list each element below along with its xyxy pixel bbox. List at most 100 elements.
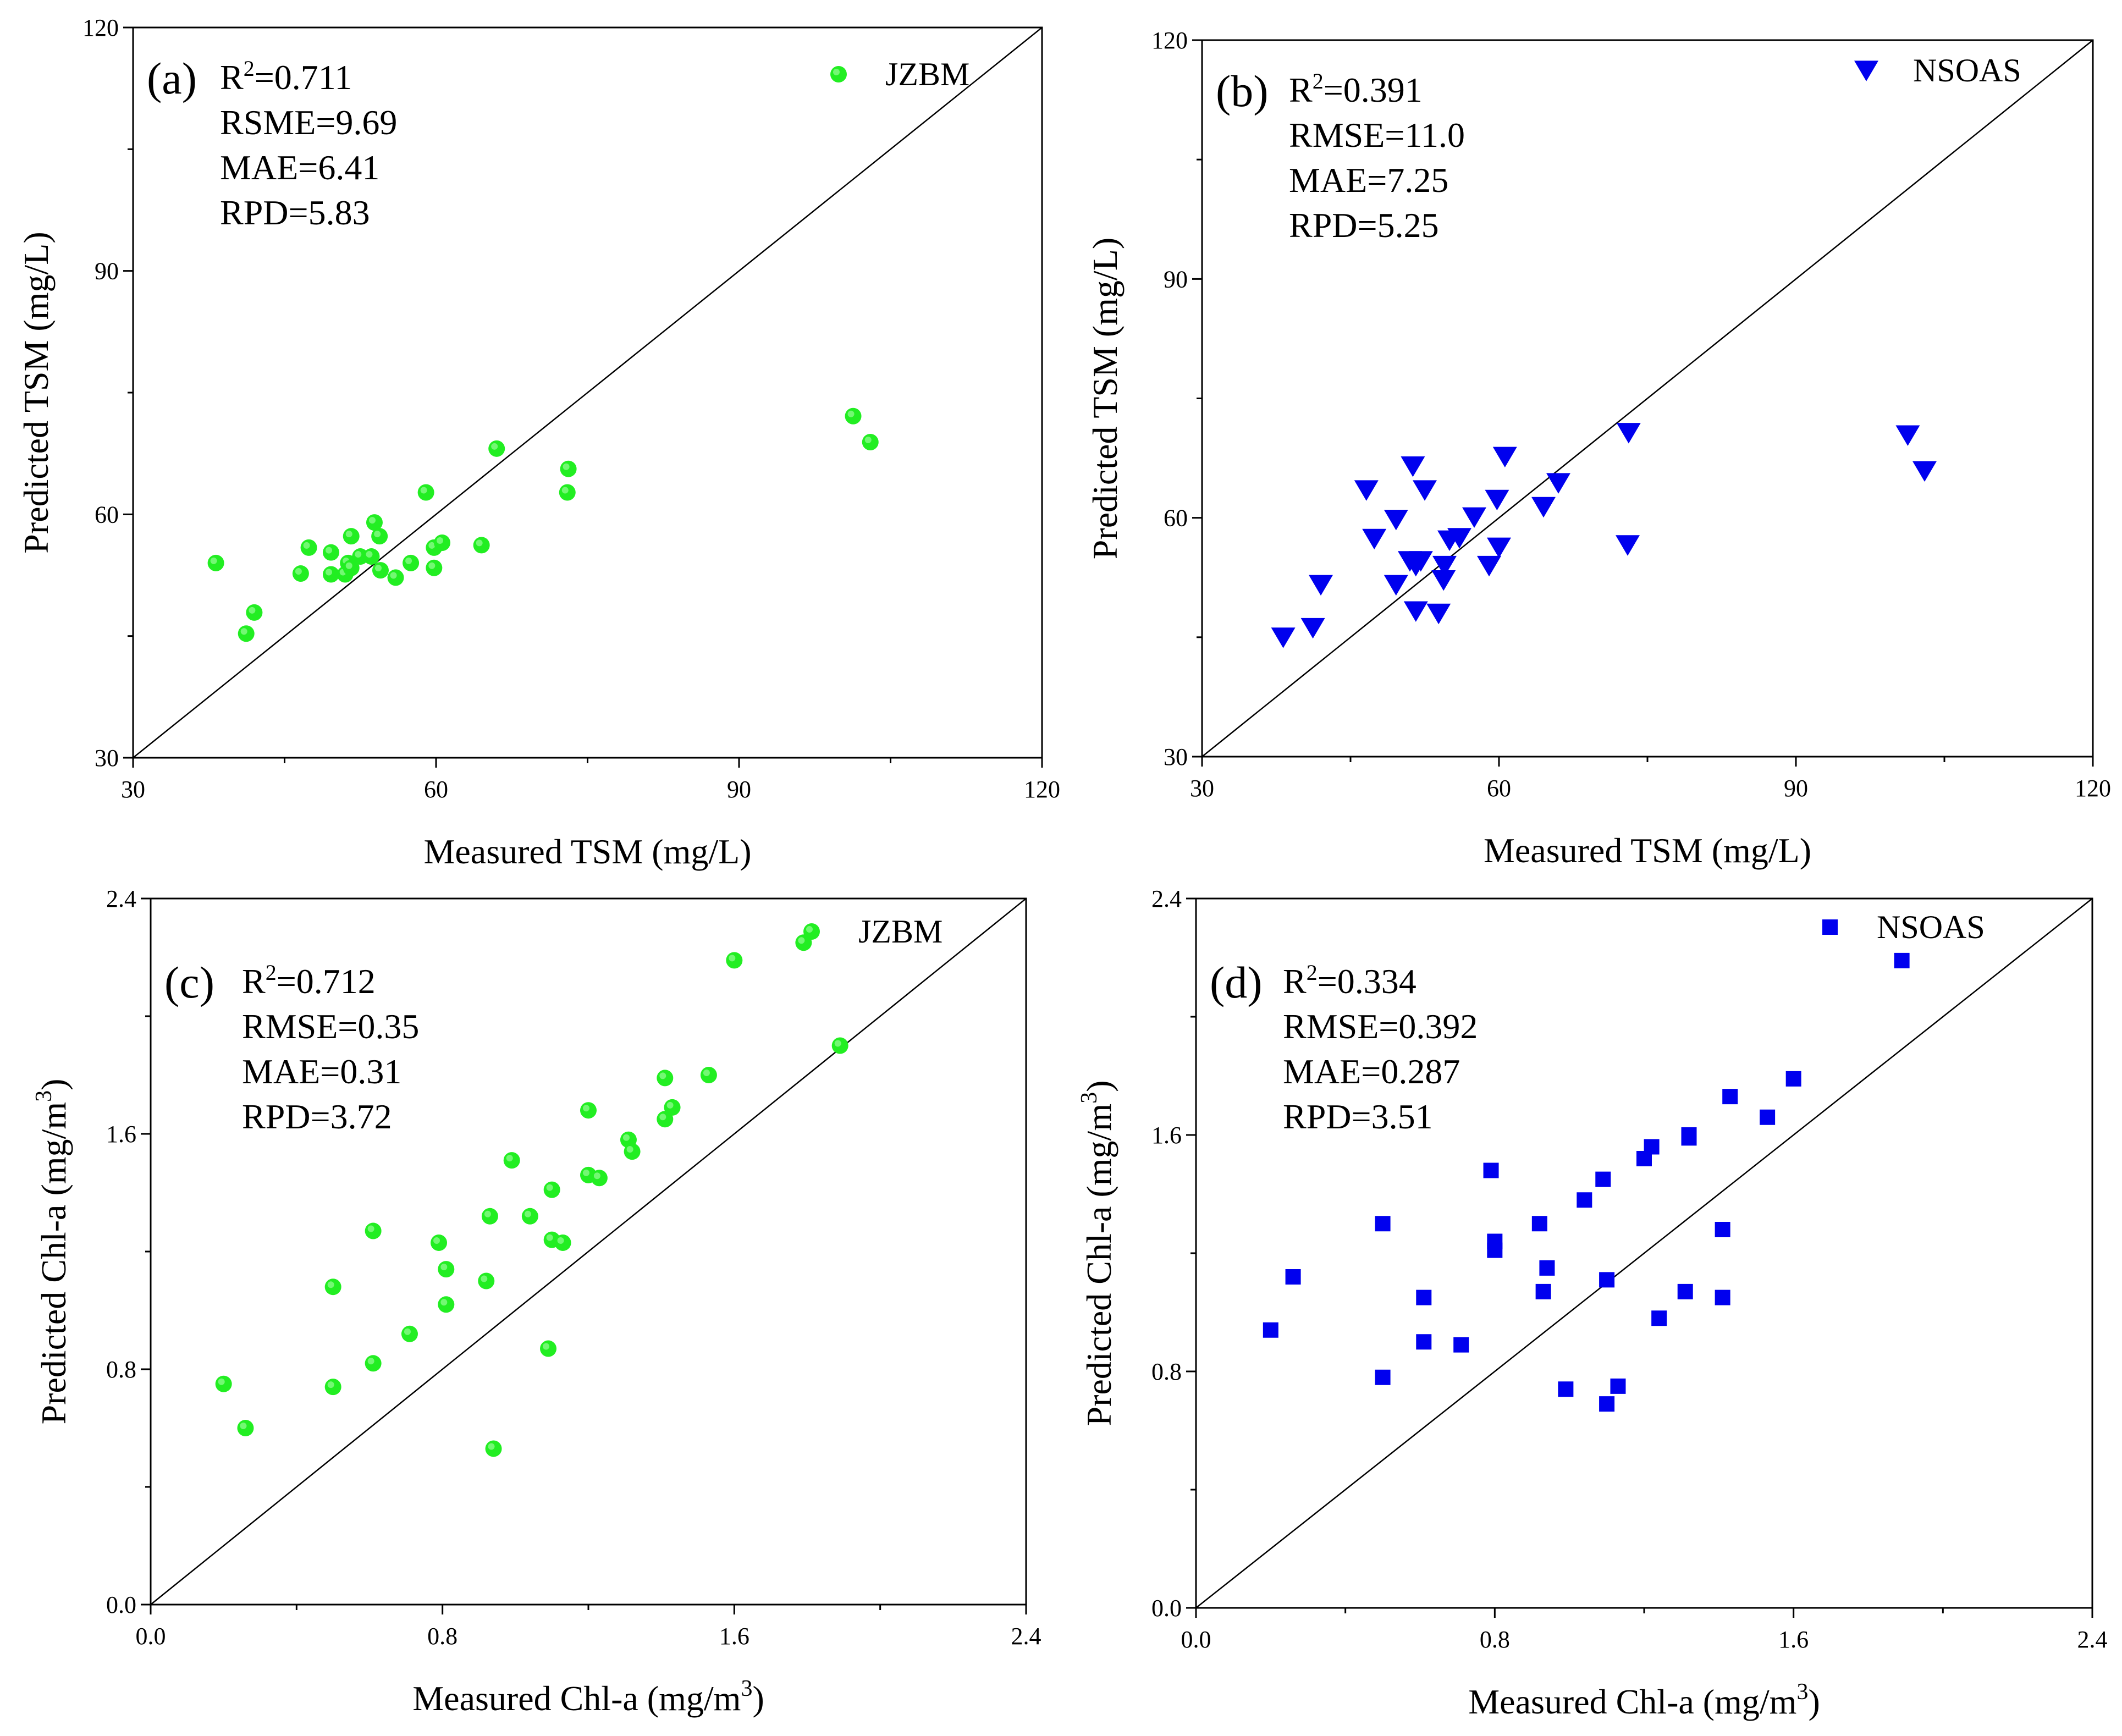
data-point <box>1616 535 1640 556</box>
data-point <box>503 1152 520 1169</box>
stat-line: MAE=0.287 <box>1283 1052 1460 1091</box>
data-point <box>238 625 255 642</box>
data-points <box>215 934 848 1457</box>
y-tick-label: 1.6 <box>1151 1122 1182 1149</box>
y-tick-label: 1.6 <box>106 1121 136 1148</box>
data-point <box>324 1379 341 1396</box>
data-point <box>1492 447 1517 467</box>
y-axis-label: Predicted Chl-a (mg/m3) <box>31 1079 73 1425</box>
data-point <box>292 565 309 582</box>
y-axis-label: Predicted Chl-a (mg/m3) <box>1077 1081 1118 1426</box>
y-tick-label: 120 <box>1151 27 1188 54</box>
data-point <box>403 554 420 571</box>
y-tick-label: 0.8 <box>106 1356 136 1383</box>
data-point <box>401 1325 418 1342</box>
panel-b: 30 60 90 120 30 60 90 120 Measured TSM (mg/L) Pre… <box>1085 27 2111 870</box>
data-point <box>1722 1089 1738 1105</box>
data-point <box>1375 1369 1391 1385</box>
data-point <box>1483 1162 1499 1178</box>
one-to-one-line <box>1201 40 2093 757</box>
data-point <box>1610 1378 1626 1394</box>
data-point <box>580 1102 597 1119</box>
data-point <box>431 1234 448 1251</box>
data-point <box>1375 1216 1391 1232</box>
data-point <box>1894 952 1910 968</box>
data-point <box>324 1278 341 1296</box>
y-tick-label: 2.4 <box>106 885 136 912</box>
data-point <box>343 528 360 545</box>
x-axis-label: Measured TSM (mg/L) <box>423 832 751 871</box>
stat-line: RPD=5.83 <box>220 193 370 232</box>
data-point <box>1644 1139 1660 1155</box>
data-point <box>1462 507 1486 528</box>
data-point <box>481 1208 498 1225</box>
data-point <box>371 528 388 545</box>
stat-line: RPD=3.51 <box>1283 1097 1433 1136</box>
stat-line: R2=0.711 <box>220 56 352 97</box>
data-point <box>1453 1337 1469 1353</box>
data-point <box>1485 489 1509 511</box>
x-tick-label: 0.8 <box>427 1623 458 1650</box>
data-point <box>1354 480 1379 501</box>
legend-label: JZBM <box>885 56 969 92</box>
stat-line: RMSE=0.392 <box>1283 1007 1478 1046</box>
data-point <box>1599 1272 1615 1288</box>
x-tick-label: 90 <box>727 776 751 803</box>
x-tick-label: 30 <box>121 776 145 803</box>
data-point <box>207 554 224 571</box>
data-point <box>1531 1216 1547 1232</box>
data-point <box>726 952 743 969</box>
data-point <box>434 534 451 551</box>
data-point <box>1785 1071 1801 1087</box>
data-point <box>657 1070 674 1087</box>
data-point <box>1531 497 1556 518</box>
stat-line: RMSE=11.0 <box>1289 115 1465 155</box>
data-point <box>554 1234 571 1251</box>
data-point <box>862 434 879 451</box>
data-point <box>372 562 389 579</box>
data-point <box>1384 509 1408 531</box>
data-point <box>365 1355 382 1372</box>
data-point <box>365 1222 382 1239</box>
data-point <box>1271 627 1296 648</box>
data-point <box>1558 1381 1574 1397</box>
data-point <box>426 559 443 576</box>
data-point <box>246 604 263 621</box>
x-tick-label: 0.0 <box>1181 1626 1211 1653</box>
data-point <box>473 537 490 554</box>
y-tick-label: 90 <box>95 258 119 285</box>
data-point <box>1895 425 1920 446</box>
data-point <box>438 1261 455 1278</box>
data-point <box>624 1143 641 1160</box>
x-tick-label: 60 <box>1487 775 1511 802</box>
data-point <box>1599 1396 1615 1412</box>
stat-line: MAE=0.31 <box>242 1052 401 1091</box>
stat-line: RMSE=0.35 <box>242 1007 419 1046</box>
data-point <box>215 1375 232 1392</box>
data-point <box>700 1067 717 1083</box>
x-tick-label: 2.4 <box>1011 1623 1041 1650</box>
x-tick-label: 120 <box>2075 775 2111 802</box>
data-point <box>543 1181 560 1198</box>
panel-label: (d) <box>1210 957 1263 1007</box>
data-point <box>1539 1260 1555 1276</box>
data-point <box>1487 1242 1503 1258</box>
x-tick-label: 0.0 <box>136 1623 166 1650</box>
data-point <box>322 544 339 561</box>
panel-d: 0.0 0.8 1.6 2.4 0.0 0.8 1.6 2.4 Measured Chl-a (… <box>1077 885 2108 1721</box>
data-point <box>438 1296 455 1313</box>
data-points <box>1263 952 1910 1412</box>
x-axis-label: Measured Chl-a (mg/m3) <box>412 1676 764 1718</box>
data-point <box>521 1208 538 1225</box>
legend-label: NSOAS <box>1913 52 2021 89</box>
x-axis-label: Measured TSM (mg/L) <box>1484 831 1811 870</box>
data-point <box>1362 528 1387 550</box>
x-tick-label: 1.6 <box>719 1623 749 1650</box>
data-point <box>1616 423 1641 444</box>
data-point <box>845 407 862 425</box>
y-tick-label: 0.0 <box>106 1591 136 1618</box>
stat-line: R2=0.391 <box>1289 69 1423 109</box>
stat-line: RSME=9.69 <box>220 103 397 142</box>
data-point <box>559 484 576 501</box>
